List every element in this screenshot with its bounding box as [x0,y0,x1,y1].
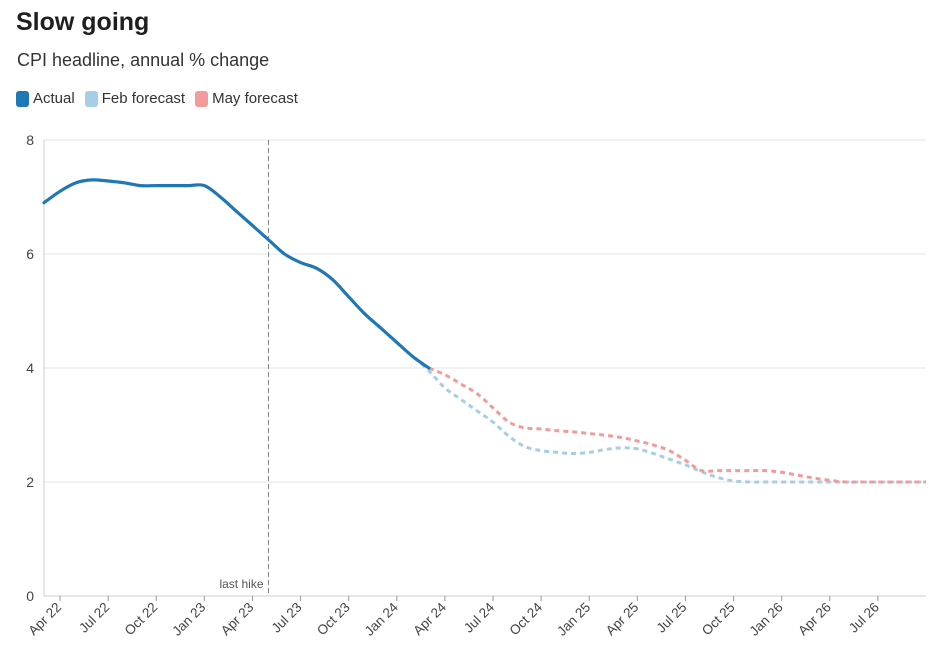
legend-swatch-may-forecast [195,90,209,107]
x-tick-label: Apr 26 [795,600,834,639]
legend-item-actual: Actual [16,90,75,107]
legend-swatch-actual [16,90,29,107]
chart-title: Slow going [16,8,150,36]
x-tick-label: Jan 26 [747,600,786,639]
y-tick-label: 8 [26,132,34,148]
chart-subtitle: CPI headline, annual % change [17,50,270,70]
x-tick-label: Apr 25 [603,600,642,639]
y-tick-label: 6 [26,246,34,262]
x-tick-label: Jul 22 [76,600,112,636]
legend-swatch-feb-forecast [84,90,98,107]
legend-label-may-forecast: May forecast [212,90,298,107]
x-tick-label: Apr 24 [410,599,449,638]
legend: Actual Feb forecast May forecast [16,90,298,107]
x-tick-label: Jul 24 [461,599,497,635]
x-tick-label: Jan 23 [169,600,208,639]
x-tick-label: Oct 23 [314,600,353,639]
x-tick-label: Oct 25 [699,600,738,639]
legend-item-feb-forecast: Feb forecast [84,90,186,107]
series-line-may-forecast [428,366,926,484]
x-tick-label: Oct 22 [122,600,161,639]
y-tick-label: 2 [26,474,34,490]
x-tick-label: Jan 25 [554,600,593,639]
y-tick-label: 4 [26,360,34,376]
annotation-label: last hike [219,577,263,591]
legend-label-feb-forecast: Feb forecast [101,90,186,107]
x-tick-label: Jan 24 [362,599,402,639]
series-line-feb-forecast [379,326,926,484]
series-line-actual [42,178,431,370]
y-tick-label: 0 [26,588,34,604]
x-tick-label: Jul 23 [269,600,305,636]
x-tick-label: Jul 25 [653,600,689,636]
x-tick-label: Jul 26 [846,600,882,636]
legend-item-may-forecast: May forecast [195,90,298,107]
x-tick-label: Apr 23 [218,600,257,639]
x-tick-label: Apr 22 [25,600,64,639]
legend-label-actual: Actual [33,90,75,107]
x-tick-label: Oct 24 [507,599,546,638]
